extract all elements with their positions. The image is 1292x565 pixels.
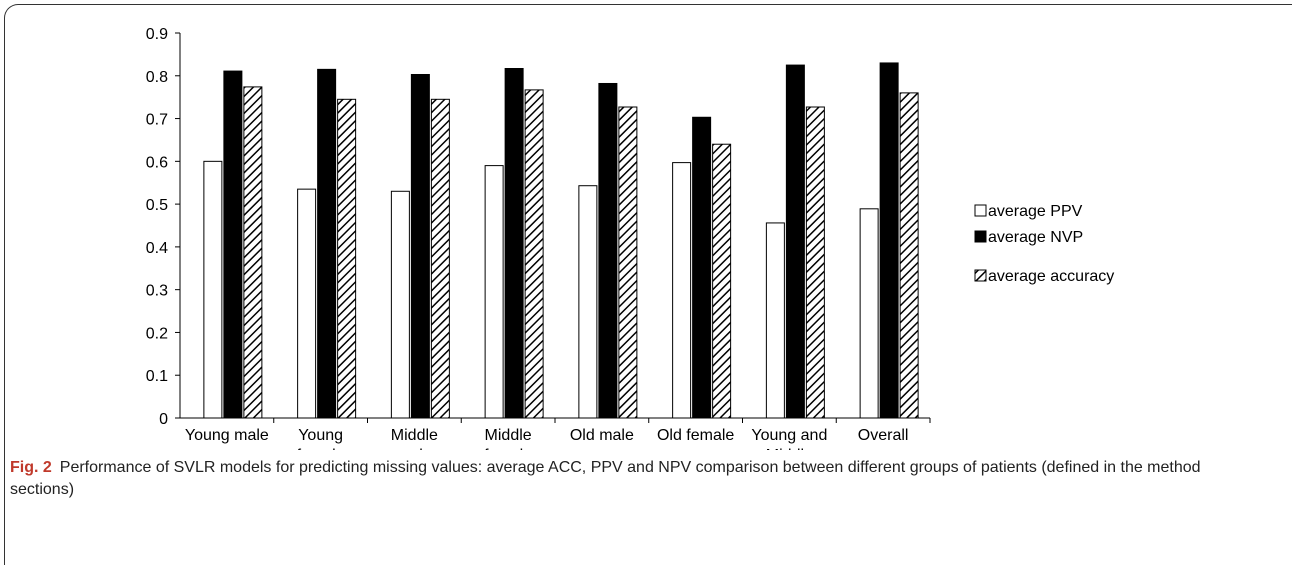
bar	[692, 116, 712, 419]
chart: 0 0.1 0.2 0.3 0.4 0.5 0.6 0.7 0.8 0.9 Young male Yo…	[146, 26, 1115, 450]
y-tick-label: 0.4	[146, 240, 168, 257]
y-tick-label: 0.5	[146, 197, 168, 214]
y-tick-label: 0.8	[146, 69, 168, 86]
bar	[410, 73, 430, 419]
legend-label: average PPV	[988, 203, 1083, 220]
bar	[524, 89, 544, 419]
x-tick-label: Middlefemale	[484, 427, 532, 450]
y-tick-label: 0.3	[146, 283, 168, 300]
bar	[223, 70, 243, 419]
y-tick-label: 0	[159, 411, 168, 428]
y-tick-label: 0.7	[146, 112, 168, 129]
bar	[765, 222, 785, 419]
x-tick-label: Young andMiddle	[751, 427, 827, 450]
bar	[899, 92, 919, 419]
bar	[618, 106, 638, 419]
bar	[712, 143, 732, 419]
x-tick-label: Middlemale	[391, 427, 438, 450]
bar	[297, 188, 317, 419]
bar	[598, 82, 618, 419]
caption-text: Performance of SVLR models for predictin…	[10, 459, 1201, 498]
bar	[805, 106, 825, 419]
bar	[484, 165, 504, 419]
bar	[578, 185, 598, 419]
y-tick-label: 0.1	[146, 368, 168, 385]
y-tick-label: 0.6	[146, 154, 168, 171]
y-tick-label: 0.9	[146, 26, 168, 43]
x-tick-label: Young male	[185, 427, 269, 444]
legend-swatch	[974, 204, 987, 217]
x-tick-label: Youngfemale	[297, 427, 345, 450]
bar	[859, 208, 879, 419]
bar	[672, 162, 692, 419]
figure-frame	[4, 4, 1292, 565]
x-tick-label: Overall	[858, 427, 909, 444]
y-tick-label: 0.2	[146, 325, 168, 342]
bar	[504, 68, 524, 419]
legend-swatch	[974, 269, 987, 282]
bar	[430, 98, 450, 419]
page: 0 0.1 0.2 0.3 0.4 0.5 0.6 0.7 0.8 0.9 Young male Yo…	[4, 4, 1292, 565]
caption-label: Fig. 2	[10, 459, 52, 476]
bar	[243, 86, 263, 419]
x-tick-label: Old male	[570, 427, 634, 444]
legend-swatch	[974, 230, 987, 243]
legend-label: average accuracy	[988, 268, 1114, 285]
bar	[785, 64, 805, 419]
bar	[203, 160, 223, 419]
bar	[879, 62, 899, 419]
legend-label: average NVP	[988, 229, 1083, 246]
bar	[390, 190, 410, 419]
bar	[337, 98, 357, 419]
bar	[317, 68, 337, 419]
caption: Fig. 2 Performance of SVLR models for pre…	[10, 457, 1210, 501]
x-tick-label: Old female	[657, 427, 734, 444]
